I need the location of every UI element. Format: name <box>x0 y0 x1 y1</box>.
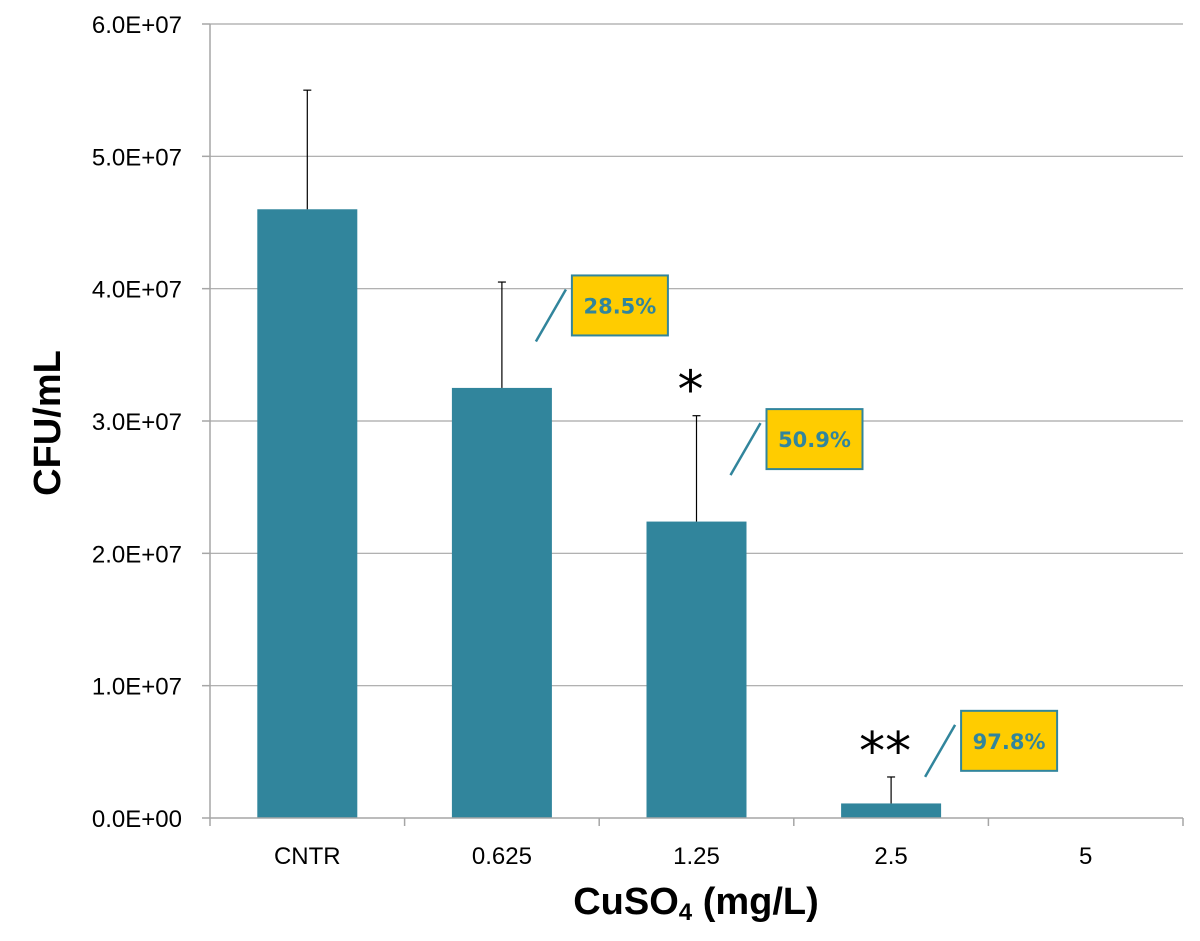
bar-2.5 <box>841 803 942 818</box>
y-tick-label: 4.0E+07 <box>92 277 182 304</box>
bars <box>257 209 942 818</box>
reduction-leader-line <box>729 422 762 476</box>
y-axis-title: CFU/mL <box>27 350 69 496</box>
y-tick-label: 3.0E+07 <box>92 409 182 436</box>
reduction-leader-line <box>924 724 957 778</box>
bar-1.25 <box>646 521 747 818</box>
y-tick-label: 0.0E+00 <box>92 806 182 833</box>
y-tick-label: 6.0E+07 <box>92 12 182 39</box>
y-tick-label: 2.0E+07 <box>92 541 182 568</box>
x-tick-label: 2.5 <box>874 843 907 870</box>
x-tick-label: CNTR <box>274 843 341 870</box>
reduction-box <box>570 274 669 337</box>
x-tick-label: 1.25 <box>673 843 720 870</box>
bar-CNTR <box>257 209 358 818</box>
x-axis-title-units: (mg/L) <box>692 881 819 923</box>
y-tick-label: 5.0E+07 <box>92 144 182 171</box>
reduction-box <box>765 408 864 471</box>
x-axis-title: CuSO4 (mg/L) <box>573 881 819 926</box>
x-tick-label: 5 <box>1079 843 1092 870</box>
reduction-leader-line <box>534 288 567 343</box>
x-axis-title-main: CuSO <box>573 881 679 923</box>
bar-0.625 <box>451 387 552 818</box>
significance-marker: * <box>678 361 704 421</box>
reduction-label: 50.9% <box>778 428 851 452</box>
reduction-label: 28.5% <box>583 294 656 318</box>
annotations: 28.5%50.9%97.8%*** <box>534 274 1059 782</box>
reduction-label: 97.8% <box>973 730 1046 754</box>
x-tick-label: 0.625 <box>472 843 532 870</box>
y-tick-labels: 0.0E+00 1.0E+07 2.0E+07 3.0E+07 4.0E+07 5.0E+… <box>92 12 182 833</box>
error-bars <box>303 89 896 804</box>
y-tick-label: 1.0E+07 <box>92 674 182 701</box>
axes <box>202 23 1184 826</box>
significance-marker: ** <box>859 722 911 782</box>
x-tick-labels: CNTR 0.625 1.25 2.5 5 <box>274 843 1092 870</box>
reduction-box <box>960 709 1059 772</box>
x-axis-title-subscript: 4 <box>679 899 693 926</box>
